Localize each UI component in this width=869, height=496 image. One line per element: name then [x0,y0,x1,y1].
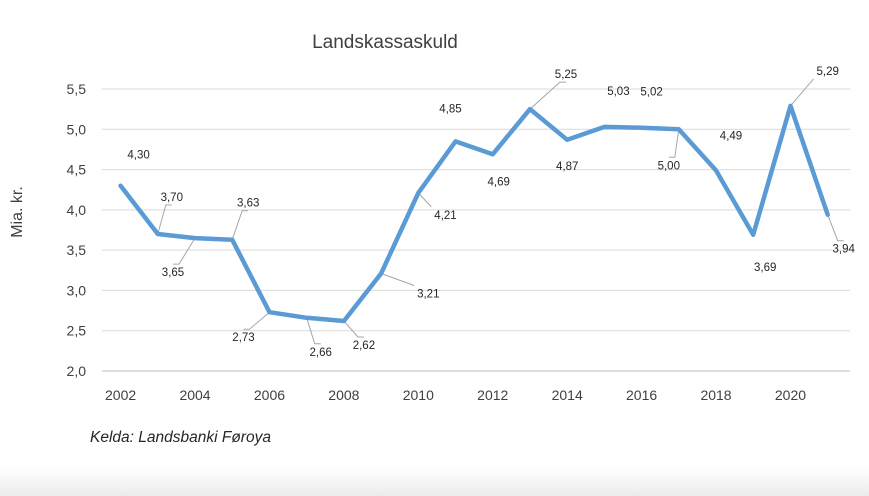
data-label-leader [529,81,566,110]
data-label: 3,65 [162,267,184,279]
data-label: 5,29 [817,66,839,78]
data-label-leader [380,273,415,286]
x-tick-label: 2002 [105,387,136,403]
y-tick-label: 2,0 [67,363,87,379]
data-label: 4,49 [720,130,742,142]
data-label: 4,30 [127,150,149,162]
data-label: 5,25 [555,69,577,81]
data-label-leader [827,214,844,242]
data-label-leader [668,129,680,158]
data-label: 3,94 [833,244,856,256]
y-tick-label: 4,5 [67,162,87,178]
data-label: 5,00 [658,160,680,172]
data-label: 4,69 [488,176,510,188]
data-label: 4,87 [556,161,578,173]
data-label: 4,85 [439,103,461,115]
bottom-fade [0,466,869,496]
data-label-leader [173,237,196,265]
data-label: 5,02 [640,87,662,99]
data-label-leader [790,78,814,107]
source-note: Kelda: Landsbanki Føroya [90,429,271,446]
x-tick-label: 2016 [626,387,657,403]
data-label-leader [343,320,364,338]
x-tick-label: 2020 [775,387,806,403]
data-label: 2,62 [353,340,375,352]
data-label: 3,63 [237,198,259,210]
data-label: 2,73 [232,332,254,344]
data-label: 3,69 [754,262,776,274]
x-tick-label: 2010 [403,387,434,403]
x-tick-label: 2008 [328,387,359,403]
data-label-leader [306,317,321,345]
x-tick-label: 2014 [552,387,583,403]
y-axis-label: Mia. kr. [9,186,26,238]
data-label-leader [231,210,249,240]
data-label: 3,70 [161,192,183,204]
data-label: 3,21 [417,289,439,301]
x-tick-label: 2018 [700,387,731,403]
x-tick-label: 2006 [254,387,285,403]
data-label-leader [157,204,172,235]
chart-title: Landskassaskuld [312,32,458,53]
y-tick-label: 3,0 [67,282,87,298]
x-tick-label: 2012 [477,387,508,403]
y-tick-label: 4,0 [67,202,87,218]
x-tick-label: 2004 [179,387,210,403]
data-label: 2,66 [310,347,332,359]
data-label-leader [243,311,270,330]
data-label: 5,03 [607,86,629,98]
y-tick-label: 3,5 [67,242,87,258]
series-line [118,103,830,324]
y-tick-label: 5,5 [67,81,87,97]
data-label-leader [417,192,432,208]
y-tick-label: 5,0 [67,121,87,137]
y-tick-label: 2,5 [67,323,87,339]
data-label: 4,21 [434,210,456,222]
